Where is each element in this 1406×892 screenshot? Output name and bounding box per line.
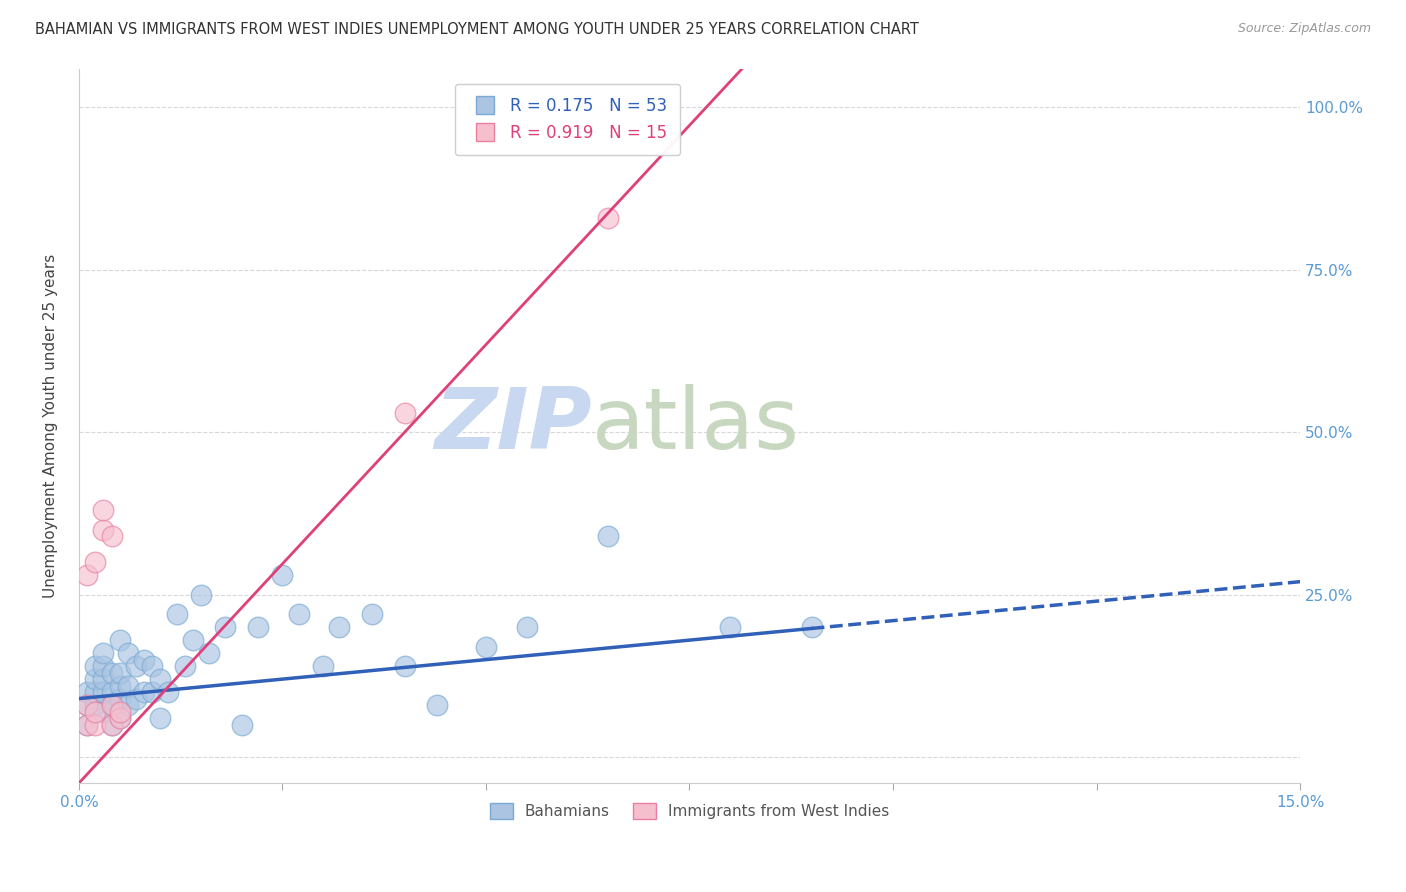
Point bbox=[76, 717, 98, 731]
Point bbox=[93, 523, 115, 537]
Point bbox=[475, 640, 498, 654]
Point bbox=[100, 685, 122, 699]
Point bbox=[141, 685, 163, 699]
Point bbox=[84, 717, 107, 731]
Point bbox=[84, 705, 107, 719]
Point bbox=[312, 659, 335, 673]
Point bbox=[361, 607, 384, 622]
Point bbox=[108, 691, 131, 706]
Point bbox=[84, 672, 107, 686]
Point bbox=[132, 652, 155, 666]
Point bbox=[271, 568, 294, 582]
Point bbox=[84, 555, 107, 569]
Text: atlas: atlas bbox=[592, 384, 800, 467]
Legend: Bahamians, Immigrants from West Indies: Bahamians, Immigrants from West Indies bbox=[484, 797, 896, 825]
Point bbox=[93, 672, 115, 686]
Point bbox=[718, 620, 741, 634]
Point bbox=[149, 711, 172, 725]
Point bbox=[108, 679, 131, 693]
Point bbox=[287, 607, 309, 622]
Point bbox=[76, 685, 98, 699]
Point bbox=[247, 620, 270, 634]
Point bbox=[108, 633, 131, 648]
Point bbox=[198, 646, 221, 660]
Point bbox=[76, 698, 98, 712]
Point bbox=[117, 679, 139, 693]
Point bbox=[84, 698, 107, 712]
Point bbox=[76, 698, 98, 712]
Point bbox=[394, 406, 416, 420]
Point bbox=[328, 620, 350, 634]
Point bbox=[100, 698, 122, 712]
Point bbox=[100, 717, 122, 731]
Point bbox=[166, 607, 188, 622]
Point bbox=[100, 717, 122, 731]
Point bbox=[516, 620, 538, 634]
Point bbox=[93, 705, 115, 719]
Point bbox=[214, 620, 236, 634]
Point bbox=[800, 620, 823, 634]
Point bbox=[76, 568, 98, 582]
Point bbox=[117, 646, 139, 660]
Point bbox=[117, 698, 139, 712]
Point bbox=[93, 646, 115, 660]
Point bbox=[108, 705, 131, 719]
Point bbox=[157, 685, 180, 699]
Point bbox=[190, 588, 212, 602]
Point bbox=[108, 665, 131, 680]
Text: BAHAMIAN VS IMMIGRANTS FROM WEST INDIES UNEMPLOYMENT AMONG YOUTH UNDER 25 YEARS : BAHAMIAN VS IMMIGRANTS FROM WEST INDIES … bbox=[35, 22, 920, 37]
Point bbox=[100, 529, 122, 543]
Point bbox=[125, 659, 148, 673]
Y-axis label: Unemployment Among Youth under 25 years: Unemployment Among Youth under 25 years bbox=[44, 253, 58, 598]
Point bbox=[231, 717, 253, 731]
Point bbox=[108, 711, 131, 725]
Point bbox=[84, 685, 107, 699]
Point bbox=[100, 665, 122, 680]
Point bbox=[394, 659, 416, 673]
Point bbox=[132, 685, 155, 699]
Point bbox=[149, 672, 172, 686]
Point bbox=[100, 698, 122, 712]
Point bbox=[108, 711, 131, 725]
Point bbox=[93, 503, 115, 517]
Point bbox=[181, 633, 204, 648]
Text: Source: ZipAtlas.com: Source: ZipAtlas.com bbox=[1237, 22, 1371, 36]
Point bbox=[76, 717, 98, 731]
Point bbox=[93, 685, 115, 699]
Point bbox=[93, 659, 115, 673]
Point bbox=[141, 659, 163, 673]
Point bbox=[426, 698, 449, 712]
Point bbox=[596, 529, 619, 543]
Point bbox=[125, 691, 148, 706]
Point bbox=[84, 659, 107, 673]
Text: ZIP: ZIP bbox=[434, 384, 592, 467]
Point bbox=[596, 211, 619, 225]
Point bbox=[173, 659, 195, 673]
